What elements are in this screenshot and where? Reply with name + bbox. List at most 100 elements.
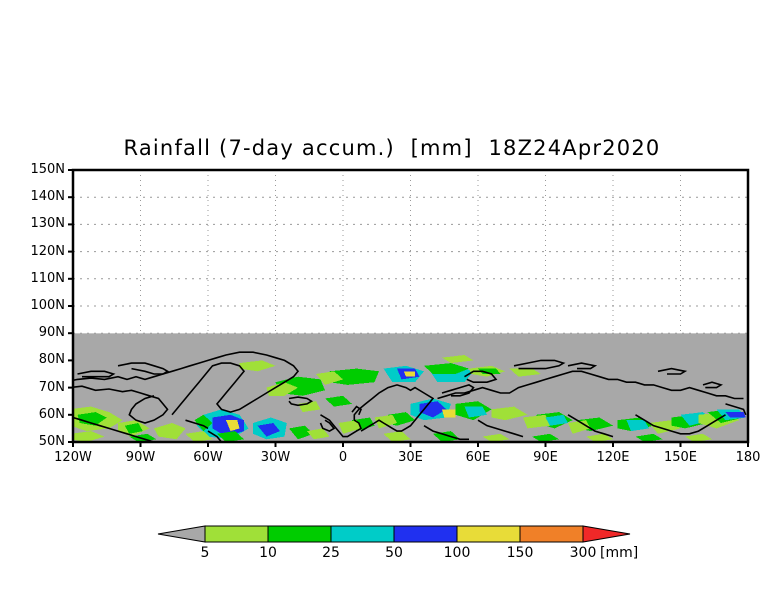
coastline bbox=[423, 425, 469, 441]
coastline bbox=[513, 359, 566, 370]
x-axis-tick-label: 30E bbox=[398, 450, 423, 465]
rainfall-patch bbox=[194, 414, 213, 432]
rainfall-patch bbox=[338, 420, 361, 434]
rainfall-patch bbox=[442, 355, 474, 364]
rainfall-patch bbox=[482, 433, 510, 442]
y-axis-tick-label: 140N bbox=[30, 189, 65, 205]
rainfall-patch bbox=[154, 423, 186, 440]
rainfall-patch bbox=[77, 412, 107, 426]
rainfall-patch bbox=[464, 406, 487, 418]
rainfall-patch bbox=[725, 412, 746, 418]
coastline bbox=[319, 419, 336, 432]
rainfall-patch bbox=[325, 395, 352, 407]
y-axis-tick-label: 60N bbox=[38, 406, 65, 422]
rainfall-patch bbox=[442, 409, 456, 418]
coastline bbox=[477, 419, 524, 438]
coastline bbox=[185, 419, 209, 430]
coastline bbox=[464, 370, 498, 383]
coastline bbox=[567, 362, 598, 370]
colorbar-band bbox=[456, 525, 521, 543]
colorbar-extend-low bbox=[157, 525, 206, 543]
y-axis-tick-label: 90N bbox=[38, 325, 65, 341]
coastline bbox=[77, 370, 116, 378]
rainfall-patch bbox=[568, 420, 591, 434]
colorbar-tick-label: 300 bbox=[569, 545, 597, 561]
rainfall-patch bbox=[383, 431, 411, 442]
x-axis-tick-label: 90W bbox=[125, 450, 156, 465]
colorbar-band bbox=[330, 525, 395, 543]
y-axis-tick-label: 50N bbox=[38, 434, 65, 449]
coastline bbox=[288, 396, 314, 407]
x-axis-tick-label: 120E bbox=[596, 450, 630, 465]
rainfall-patch bbox=[545, 414, 568, 426]
colorbar-tick-label: 50 bbox=[385, 545, 403, 561]
x-axis-tick-label: 60W bbox=[193, 450, 223, 465]
colorbar-tick-label: 5 bbox=[200, 545, 210, 561]
rainfall-patch bbox=[424, 363, 469, 374]
rainfall-patch bbox=[239, 360, 276, 372]
coastline bbox=[567, 414, 614, 438]
x-axis-tick-label: 90E bbox=[533, 450, 558, 465]
colorbar-tick-label: 10 bbox=[259, 545, 277, 561]
rainfall-patch bbox=[226, 420, 240, 432]
rainfall-patch bbox=[289, 425, 314, 440]
rainfall-patch bbox=[509, 368, 541, 377]
colorbar-band bbox=[519, 525, 584, 543]
x-axis-tick-label: 180 bbox=[735, 450, 761, 465]
rainfall-patch bbox=[419, 401, 447, 418]
colorbar-extend-high bbox=[582, 525, 631, 543]
coastline bbox=[117, 362, 170, 375]
coastline bbox=[657, 367, 688, 375]
coastline bbox=[320, 384, 435, 438]
x-axis-tick-label: 60E bbox=[465, 450, 491, 465]
map-layer bbox=[73, 333, 748, 443]
y-axis-tick-label: 70N bbox=[38, 379, 65, 395]
rainfall-patch bbox=[532, 433, 559, 442]
rainfall-patch bbox=[185, 431, 213, 442]
colorbar-band bbox=[204, 525, 269, 543]
rainfall-patch bbox=[266, 382, 298, 396]
colorbar-tick-label: 150 bbox=[506, 545, 534, 561]
coastline bbox=[702, 381, 723, 389]
y-axis-tick-label: 80N bbox=[38, 352, 65, 368]
rainfall-patch bbox=[124, 423, 143, 434]
rainfall-patch bbox=[374, 414, 397, 429]
y-axis-tick-label: 110N bbox=[30, 270, 65, 286]
coastline bbox=[351, 405, 362, 416]
colorbar-tick-label: 25 bbox=[322, 545, 340, 561]
rainfall-patch bbox=[403, 371, 415, 377]
y-axis-tick-label: 130N bbox=[30, 216, 65, 232]
colorbar-band bbox=[393, 525, 458, 543]
colorbar-band bbox=[267, 525, 332, 543]
rainfall-patch bbox=[635, 433, 663, 442]
rainfall-patch bbox=[73, 431, 105, 442]
rainfall-patch bbox=[478, 368, 501, 374]
coastline bbox=[73, 385, 169, 424]
x-axis-tick-label: 0 bbox=[338, 450, 348, 465]
x-axis-tick-label: 150E bbox=[663, 450, 698, 465]
coastline bbox=[73, 416, 155, 443]
rainfall-patch bbox=[307, 428, 330, 440]
rainfall-patch bbox=[523, 414, 550, 429]
y-axis-tick-label: 100N bbox=[30, 298, 65, 313]
coastline bbox=[207, 430, 223, 443]
rainfall-patch bbox=[586, 433, 613, 442]
coastline bbox=[725, 403, 747, 416]
rainfall-patch bbox=[626, 420, 649, 432]
y-axis-tick-label: 150N bbox=[30, 162, 65, 177]
coastline bbox=[73, 351, 300, 416]
rainfall-patch bbox=[316, 371, 343, 385]
rainfall-patch bbox=[217, 431, 244, 442]
rainfall-patch bbox=[491, 406, 528, 421]
coastline bbox=[635, 414, 726, 435]
y-axis-tick-label: 120N bbox=[30, 243, 65, 259]
coastline bbox=[437, 370, 744, 400]
chart-title: Rainfall (7-day accum.) [mm] 18Z24Apr202… bbox=[123, 136, 661, 160]
x-axis-tick-label: 120W bbox=[54, 450, 92, 465]
rainfall-patch bbox=[257, 423, 280, 437]
coastline bbox=[441, 384, 475, 397]
colorbar[interactable] bbox=[0, 515, 784, 595]
rainfall-patch bbox=[329, 368, 379, 385]
